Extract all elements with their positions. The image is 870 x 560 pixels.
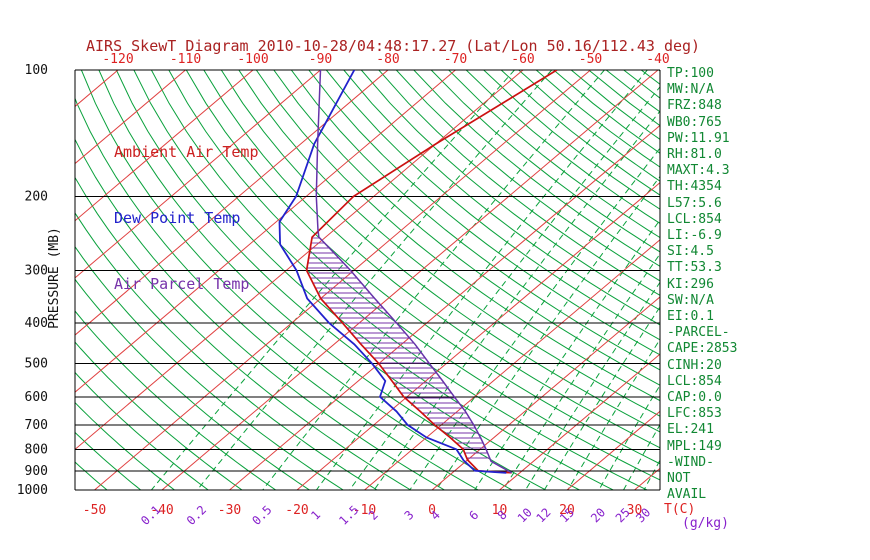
top-temp-tick: -70 — [444, 52, 467, 67]
legend-ambient-air-temp: Ambient Air Temp — [114, 143, 259, 161]
mixing-ratio-tick: 20 — [588, 505, 608, 525]
stat-line: TP:100 — [667, 66, 714, 81]
top-temp-tick: -120 — [102, 52, 133, 67]
stat-line: -PARCEL- — [667, 325, 730, 341]
stat-line: CAP:0.0 — [667, 390, 722, 406]
bottom-temp-tick: -40 — [150, 503, 173, 518]
stat-line: CINH:20 — [667, 357, 722, 373]
top-temp-tick: -110 — [170, 52, 201, 67]
bottom-temp-tick: -20 — [285, 503, 308, 518]
pressure-lines — [75, 69, 660, 491]
stat-line: MPL:149 — [667, 438, 722, 454]
pressure-tick: 400 — [25, 316, 48, 331]
mixing-ratio-tick: 1 — [308, 508, 323, 523]
stat-line: FRZ:848 — [667, 98, 722, 114]
plot-frame — [74, 70, 661, 490]
top-temp-tick: -100 — [237, 52, 268, 67]
pressure-tick: 600 — [25, 390, 48, 405]
top-temp-tick: -80 — [376, 52, 399, 67]
pressure-tick: 500 — [25, 357, 48, 372]
pressure-axis-label: PRESSURE (MB) — [47, 227, 62, 329]
mixing-ratio-tick: 0.5 — [249, 503, 274, 528]
stat-line: SW:N/A — [667, 292, 714, 308]
stat-line: TT:53.3 — [667, 260, 722, 276]
stat-line: RH:81.0 — [667, 147, 722, 163]
stat-line: TH:4354 — [667, 179, 722, 195]
top-temp-tick: -60 — [511, 52, 534, 67]
stat-line: SI:4.5 — [667, 244, 714, 260]
stat-line: CAPE:2853 — [667, 341, 738, 357]
pressure-tick: 800 — [25, 442, 48, 457]
legend: Ambient Air Temp Dew Point Temp Air Parc… — [114, 97, 259, 339]
mixing-ratio-tick: 6 — [466, 508, 481, 523]
sounding-layer — [278, 70, 558, 474]
pressure-tick: 100 — [25, 63, 48, 78]
bottom-temp-tick: 10 — [492, 503, 508, 518]
ambient-temp-curve — [305, 70, 558, 474]
stat-line: L57:5.6 — [667, 195, 722, 211]
temp-unit-label: T(C) — [664, 502, 695, 517]
stat-line: MAXT:4.3 — [667, 163, 730, 179]
pressure-tick: 900 — [25, 464, 48, 479]
stat-line: PW:11.91 — [667, 130, 730, 146]
pressure-tick: 300 — [25, 263, 48, 278]
mixing-ratio-tick: 12 — [534, 505, 554, 525]
parcel-temp-curve — [315, 70, 513, 474]
chart-title: AIRS SkewT Diagram 2010-10-28/04:48:17.2… — [86, 37, 701, 55]
stats-panel: TP:100 MW:N/A FRZ:848 WB0:765 PW:11.91 RH:81.… — [667, 66, 737, 503]
stat-line: EL:241 — [667, 422, 714, 438]
bottom-temp-tick: 0 — [428, 503, 436, 518]
isotherm-lines — [75, 70, 660, 490]
bottom-temp-tick: 30 — [627, 503, 643, 518]
legend-air-parcel-temp: Air Parcel Temp — [114, 275, 250, 293]
mixing-ratio-lines — [151, 70, 660, 490]
stat-line: -WIND- — [667, 454, 714, 470]
grid-lines — [75, 70, 660, 490]
pressure-tick: 200 — [25, 189, 48, 204]
top-temp-tick: -90 — [309, 52, 332, 67]
mixing-ratio-tick: 3 — [402, 508, 417, 523]
top-temp-tick: -50 — [579, 52, 602, 67]
bottom-temp-tick: -30 — [218, 503, 241, 518]
mixing-ratio-tick: 0.2 — [184, 503, 209, 528]
mixing-unit-label: (g/kg) — [682, 516, 729, 531]
cape-hatch — [307, 232, 490, 459]
stat-line: AVAIL — [667, 487, 707, 503]
legend-dew-point-temp: Dew Point Temp — [114, 209, 241, 227]
stat-line: WB0:765 — [667, 114, 722, 130]
bottom-temp-tick: -10 — [353, 503, 376, 518]
dew-point-curve — [278, 70, 507, 474]
stat-line: EI:0.1 — [667, 309, 714, 325]
stat-line: MW:N/A — [667, 82, 714, 98]
pressure-tick: 1000 — [17, 483, 48, 498]
bottom-temp-tick: 20 — [559, 503, 575, 518]
stat-line: LI:-6.9 — [667, 228, 722, 244]
stat-line: KI:296 — [667, 276, 714, 292]
mixing-ratio-tick: 10 — [515, 505, 535, 525]
top-temp-tick: -40 — [646, 52, 669, 67]
bottom-temp-tick: -50 — [83, 503, 106, 518]
stat-line: LCL:854 — [667, 373, 722, 389]
stat-line: LFC:853 — [667, 406, 722, 422]
stat-line: NOT — [667, 471, 691, 487]
stat-line: LCL:854 — [667, 211, 722, 227]
pressure-tick: 700 — [25, 418, 48, 433]
